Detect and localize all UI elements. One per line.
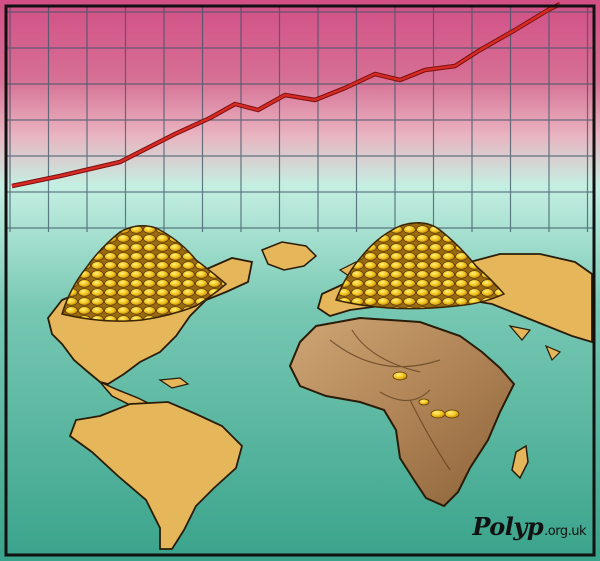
cartoon-frame [4, 4, 596, 557]
coin-pile-america [61, 225, 228, 322]
south-america [68, 401, 244, 550]
greenland [261, 241, 318, 271]
artist-signature: Polyp.org.uk [472, 512, 586, 541]
signature-domain: .org.uk [544, 524, 586, 539]
signature-name: Polyp [472, 512, 544, 541]
scattered-coins [392, 371, 408, 381]
depleted-africa [288, 316, 516, 508]
madagascar [511, 444, 529, 480]
coin-pile-europe [334, 222, 506, 310]
chart-grid [6, 6, 594, 232]
